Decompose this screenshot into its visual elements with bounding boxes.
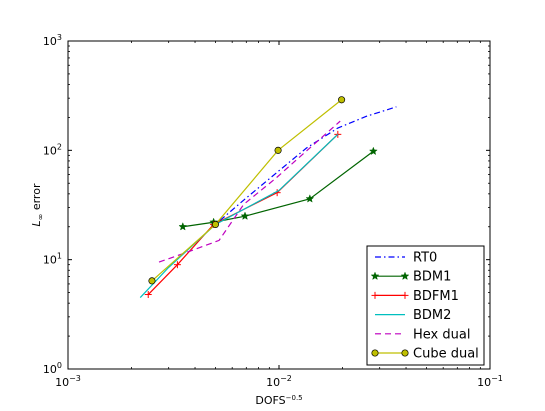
- legend-label: BDM1: [413, 270, 451, 285]
- x-axis-label-main: DOFS: [255, 394, 285, 407]
- circle-marker: [401, 349, 409, 357]
- legend: RT0 BDM1 BDFM1 BDM2 Hex dual Cube dual: [366, 245, 485, 366]
- circle-marker: [148, 277, 156, 285]
- legend-item: BDM1: [370, 270, 451, 285]
- y-axis-label: L∞ error: [30, 183, 45, 226]
- legend-label: BDM2: [413, 308, 451, 323]
- circle-marker: [338, 96, 346, 104]
- legend-label: RT0: [413, 251, 437, 266]
- legend-item: Cube dual: [371, 347, 479, 362]
- legend-item: RT0: [375, 251, 437, 266]
- x-tick-label: 10−2: [266, 374, 292, 389]
- y-tick-label: 102: [43, 142, 62, 157]
- star-marker: [240, 211, 250, 220]
- series-rt0: [209, 106, 397, 230]
- series-line: [209, 106, 397, 230]
- x-tick-label: 10−3: [55, 374, 81, 389]
- x-tick-label: 10−1: [477, 374, 503, 389]
- legend-item: BDFM1: [371, 289, 459, 304]
- star-marker: [178, 222, 188, 231]
- plus-marker: [334, 130, 342, 138]
- y-axis-label-suffix: error: [30, 183, 43, 214]
- series-cube-dual: [148, 96, 346, 285]
- legend-items: RT0 BDM1 BDFM1 BDM2 Hex dual Cube dual: [370, 251, 479, 362]
- star-marker: [305, 194, 315, 203]
- legend-box: [366, 245, 485, 366]
- y-tick-label: 103: [43, 33, 62, 48]
- legend-item: BDM2: [375, 308, 451, 323]
- series-line: [151, 99, 342, 282]
- star-marker: [370, 271, 380, 281]
- x-axis-label: DOFS−0.5: [255, 394, 302, 407]
- legend-item: Hex dual: [375, 327, 470, 342]
- series-hex-dual: [158, 120, 341, 263]
- series-layer: [139, 96, 397, 299]
- circle-marker: [371, 349, 379, 357]
- axis-ticks: 10−3 10−2 10−1 100 101 102 103: [43, 33, 503, 389]
- x-axis-label-exponent: −0.5: [286, 394, 303, 402]
- plus-marker: [401, 291, 409, 299]
- plus-marker: [371, 291, 379, 299]
- legend-label: Hex dual: [413, 327, 470, 342]
- y-axis-label-subscript: ∞: [36, 214, 45, 221]
- plus-marker: [173, 261, 181, 269]
- plus-marker: [144, 291, 152, 299]
- star-marker: [400, 271, 410, 281]
- y-axis-label-main: L: [30, 220, 43, 226]
- circle-marker: [211, 220, 220, 228]
- legend-label: Cube dual: [413, 347, 479, 362]
- series-line: [158, 120, 341, 263]
- legend-label: BDFM1: [413, 289, 459, 304]
- y-tick-label: 100: [43, 361, 62, 376]
- star-marker: [368, 146, 378, 156]
- circle-marker: [274, 146, 282, 154]
- y-tick-label: 101: [43, 252, 62, 267]
